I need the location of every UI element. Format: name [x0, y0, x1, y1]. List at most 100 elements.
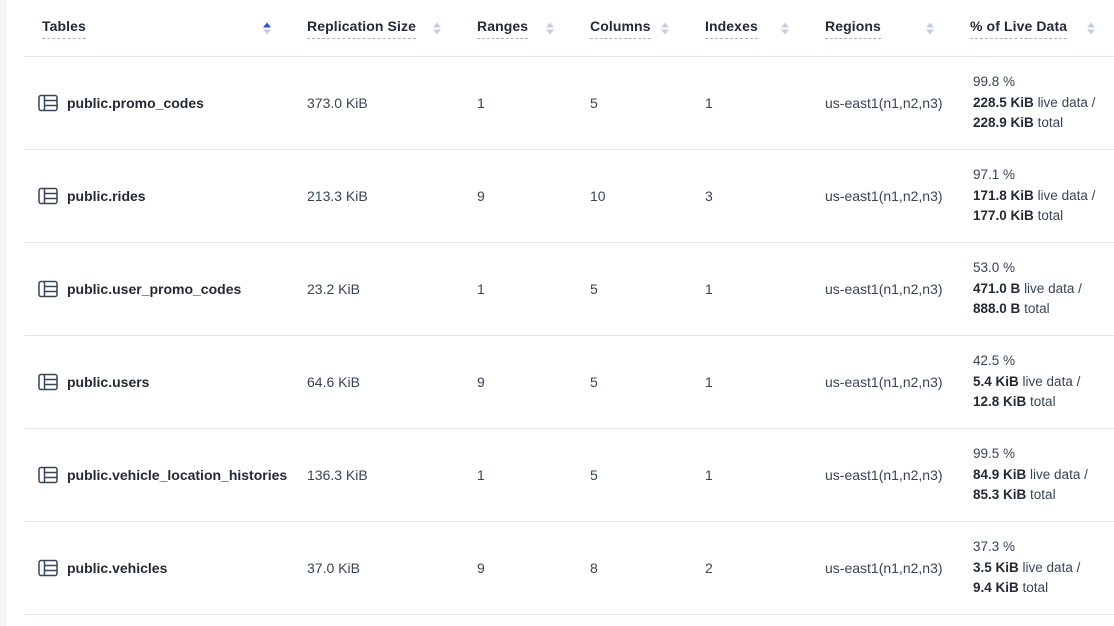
ranges-cell: 9	[477, 374, 485, 390]
live-data-percent: 99.8 %	[973, 74, 1016, 90]
regions-cell: us-east1(n1,n2,n3)	[825, 374, 943, 390]
column-header-indexes[interactable]: Indexes	[688, 18, 808, 39]
column-header-label: Replication Size	[307, 18, 416, 39]
column-header-replication-size[interactable]: Replication Size	[290, 18, 460, 39]
table-grid-icon	[38, 373, 58, 391]
columns-cell: 10	[590, 188, 606, 204]
live-data-line: 84.9 KiB live data /	[973, 466, 1088, 482]
table-row: public.promo_codes 373.0 KiB 1 5 1 us-ea…	[25, 57, 1114, 150]
live-data-cell: 53.0 % 471.0 B live data / 888.0 B total	[953, 243, 1114, 335]
indexes-cell: 1	[705, 374, 713, 390]
column-header-live-data[interactable]: % of Live Data	[953, 18, 1114, 39]
table-row: public.user_promo_codes 23.2 KiB 1 5 1 u…	[25, 243, 1114, 336]
table-body: public.promo_codes 373.0 KiB 1 5 1 us-ea…	[0, 57, 1114, 615]
indexes-cell: 3	[705, 188, 713, 204]
column-header-ranges[interactable]: Ranges	[460, 18, 573, 39]
table-grid-icon	[38, 280, 58, 298]
regions-cell: us-east1(n1,n2,n3)	[825, 95, 943, 111]
table-name-link[interactable]: public.user_promo_codes	[67, 281, 242, 297]
table-row: public.vehicle_location_histories 136.3 …	[25, 429, 1114, 522]
column-header-label: % of Live Data	[970, 18, 1068, 39]
replication-size-cell: 23.2 KiB	[307, 281, 360, 297]
table-grid-icon	[38, 466, 58, 484]
live-data-cell: 37.3 % 3.5 KiB live data / 9.4 KiB total	[953, 522, 1114, 614]
total-data-line: 9.4 KiB total	[973, 580, 1049, 596]
column-header-columns[interactable]: Columns	[573, 18, 688, 39]
column-header-label: Regions	[825, 18, 881, 39]
columns-cell: 5	[590, 467, 598, 483]
table-name-link[interactable]: public.vehicle_location_histories	[67, 467, 288, 483]
table-name-cell: public.vehicles	[25, 522, 290, 614]
live-data-line: 471.0 B live data /	[973, 280, 1082, 296]
columns-cell: 8	[590, 560, 598, 576]
column-header-label: Columns	[590, 18, 651, 39]
live-data-cell: 97.1 % 171.8 KiB live data / 177.0 KiB t…	[953, 150, 1114, 242]
ranges-cell: 1	[477, 95, 485, 111]
indexes-cell: 1	[705, 467, 713, 483]
table-grid-icon	[38, 94, 58, 112]
sort-arrows-icon	[1086, 22, 1096, 35]
total-data-line: 177.0 KiB total	[973, 208, 1064, 224]
page-left-gutter	[0, 0, 7, 626]
replication-size-cell: 64.6 KiB	[307, 374, 360, 390]
table-row: public.users 64.6 KiB 9 5 1 us-east1(n1,…	[25, 336, 1114, 429]
table-name-cell: public.rides	[25, 150, 290, 242]
regions-cell: us-east1(n1,n2,n3)	[825, 188, 943, 204]
live-data-line: 5.4 KiB live data /	[973, 373, 1081, 389]
total-data-line: 888.0 B total	[973, 301, 1050, 317]
live-data-line: 171.8 KiB live data /	[973, 187, 1096, 203]
columns-cell: 5	[590, 95, 598, 111]
live-data-percent: 99.5 %	[973, 446, 1016, 462]
table-name-cell: public.user_promo_codes	[25, 243, 290, 335]
replication-size-cell: 136.3 KiB	[307, 467, 368, 483]
table-name-cell: public.vehicle_location_histories	[25, 429, 290, 521]
table-name-cell: public.users	[25, 336, 290, 428]
replication-size-cell: 37.0 KiB	[307, 560, 360, 576]
total-data-line: 85.3 KiB total	[973, 487, 1056, 503]
regions-cell: us-east1(n1,n2,n3)	[825, 281, 943, 297]
sort-arrows-icon	[660, 22, 670, 35]
column-header-label: Indexes	[705, 18, 758, 39]
live-data-cell: 99.5 % 84.9 KiB live data / 85.3 KiB tot…	[953, 429, 1114, 521]
ranges-cell: 9	[477, 560, 485, 576]
table-header-row: Tables Replication Size Ranges Columns	[25, 0, 1114, 57]
regions-cell: us-east1(n1,n2,n3)	[825, 560, 943, 576]
live-data-percent: 37.3 %	[973, 539, 1016, 555]
regions-cell: us-east1(n1,n2,n3)	[825, 467, 943, 483]
replication-size-cell: 213.3 KiB	[307, 188, 368, 204]
sort-arrows-icon	[780, 22, 790, 35]
live-data-cell: 42.5 % 5.4 KiB live data / 12.8 KiB tota…	[953, 336, 1114, 428]
ranges-cell: 1	[477, 281, 485, 297]
table-grid-icon	[38, 187, 58, 205]
columns-cell: 5	[590, 281, 598, 297]
live-data-percent: 42.5 %	[973, 353, 1016, 369]
live-data-percent: 53.0 %	[973, 260, 1016, 276]
total-data-line: 228.9 KiB total	[973, 115, 1064, 131]
sort-arrows-icon	[545, 22, 555, 35]
sort-arrows-icon	[262, 22, 272, 35]
sort-arrows-icon	[925, 22, 935, 35]
indexes-cell: 1	[705, 281, 713, 297]
indexes-cell: 1	[705, 95, 713, 111]
live-data-line: 228.5 KiB live data /	[973, 94, 1096, 110]
ranges-cell: 1	[477, 467, 485, 483]
replication-size-cell: 373.0 KiB	[307, 95, 368, 111]
column-header-regions[interactable]: Regions	[808, 18, 953, 39]
table-name-link[interactable]: public.vehicles	[67, 560, 168, 576]
column-header-label: Ranges	[477, 18, 529, 39]
live-data-percent: 97.1 %	[973, 167, 1016, 183]
table-name-link[interactable]: public.promo_codes	[67, 95, 204, 111]
table-name-link[interactable]: public.rides	[67, 188, 146, 204]
table-row: public.rides 213.3 KiB 9 10 3 us-east1(n…	[25, 150, 1114, 243]
table-row: public.vehicles 37.0 KiB 9 8 2 us-east1(…	[25, 522, 1114, 615]
live-data-line: 3.5 KiB live data /	[973, 559, 1081, 575]
total-data-line: 12.8 KiB total	[973, 394, 1056, 410]
sort-arrows-icon	[432, 22, 442, 35]
indexes-cell: 2	[705, 560, 713, 576]
column-header-tables[interactable]: Tables	[25, 18, 290, 39]
table-name-link[interactable]: public.users	[67, 374, 150, 390]
live-data-cell: 99.8 % 228.5 KiB live data / 228.9 KiB t…	[953, 57, 1114, 149]
table-grid-icon	[38, 559, 58, 577]
ranges-cell: 9	[477, 188, 485, 204]
